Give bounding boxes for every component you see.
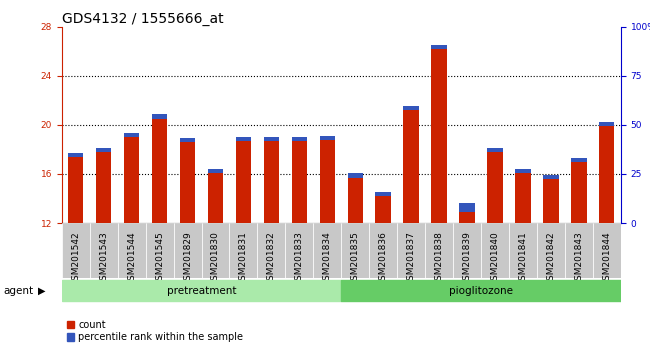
Bar (571, 162, 586, 223)
Bar (565, 223, 593, 278)
Bar (236, 137, 251, 141)
Bar (264, 141, 279, 223)
Bar (62, 280, 341, 302)
Bar (509, 223, 537, 278)
Text: GSM201840: GSM201840 (491, 231, 499, 286)
Bar (481, 223, 509, 278)
Text: GSM201839: GSM201839 (463, 231, 471, 286)
Bar (313, 223, 341, 278)
Bar (124, 137, 139, 223)
Bar (599, 126, 614, 223)
Bar (537, 223, 565, 278)
Bar (180, 142, 195, 223)
Bar (202, 223, 229, 278)
Bar (174, 223, 202, 278)
Text: GSM201829: GSM201829 (183, 231, 192, 286)
Bar (320, 136, 335, 139)
Bar (369, 223, 397, 278)
Bar (257, 223, 285, 278)
Bar (96, 148, 111, 152)
Bar (376, 196, 391, 223)
Bar (320, 139, 335, 223)
Bar (90, 223, 118, 278)
Bar (571, 158, 586, 162)
Text: GSM201843: GSM201843 (575, 231, 583, 286)
Text: GSM201838: GSM201838 (435, 231, 443, 286)
Text: agent: agent (3, 286, 33, 296)
Bar (118, 223, 146, 278)
Bar (425, 223, 453, 278)
Text: GSM201830: GSM201830 (211, 231, 220, 286)
Bar (543, 179, 558, 223)
Bar (292, 141, 307, 223)
Bar (348, 178, 363, 223)
Text: ▶: ▶ (38, 286, 46, 296)
Text: pretreatment: pretreatment (167, 286, 236, 296)
Bar (488, 152, 502, 223)
Bar (146, 223, 174, 278)
Bar (264, 137, 279, 141)
Bar (62, 223, 90, 278)
Text: GSM201837: GSM201837 (407, 231, 415, 286)
Bar (208, 169, 223, 173)
Bar (432, 48, 447, 223)
Bar (208, 173, 223, 223)
Bar (397, 223, 425, 278)
Text: GSM201836: GSM201836 (379, 231, 387, 286)
Text: GSM201545: GSM201545 (155, 231, 164, 286)
Bar (404, 110, 419, 223)
Bar (180, 138, 195, 142)
Text: GSM201842: GSM201842 (547, 231, 555, 286)
Bar (593, 223, 621, 278)
Bar (453, 223, 481, 278)
Bar (236, 141, 251, 223)
Bar (229, 223, 257, 278)
Text: GSM201542: GSM201542 (72, 231, 80, 286)
Bar (460, 212, 474, 223)
Bar (68, 153, 83, 157)
Bar (152, 114, 167, 119)
Text: GSM201831: GSM201831 (239, 231, 248, 286)
Text: GDS4132 / 1555666_at: GDS4132 / 1555666_at (62, 12, 224, 25)
Text: pioglitozone: pioglitozone (449, 286, 513, 296)
Bar (488, 148, 502, 152)
Bar (376, 192, 391, 196)
Bar (68, 157, 83, 223)
Text: GSM201835: GSM201835 (351, 231, 359, 286)
Legend: count, percentile rank within the sample: count, percentile rank within the sample (66, 320, 243, 342)
Bar (404, 106, 419, 110)
Bar (152, 119, 167, 223)
Bar (432, 45, 447, 48)
Bar (515, 173, 530, 223)
Text: GSM201834: GSM201834 (323, 231, 332, 286)
Text: GSM201844: GSM201844 (603, 231, 611, 286)
Bar (599, 122, 614, 126)
Bar (341, 223, 369, 278)
Text: GSM201543: GSM201543 (99, 231, 108, 286)
Text: GSM201832: GSM201832 (267, 231, 276, 286)
Bar (543, 175, 558, 179)
Bar (292, 137, 307, 141)
Bar (285, 223, 313, 278)
Text: GSM201833: GSM201833 (295, 231, 304, 286)
Bar (96, 152, 111, 223)
Bar (460, 203, 474, 212)
Bar (515, 169, 530, 173)
Bar (341, 280, 621, 302)
Text: GSM201544: GSM201544 (127, 231, 136, 286)
Bar (348, 173, 363, 178)
Text: GSM201841: GSM201841 (519, 231, 527, 286)
Bar (124, 133, 139, 137)
